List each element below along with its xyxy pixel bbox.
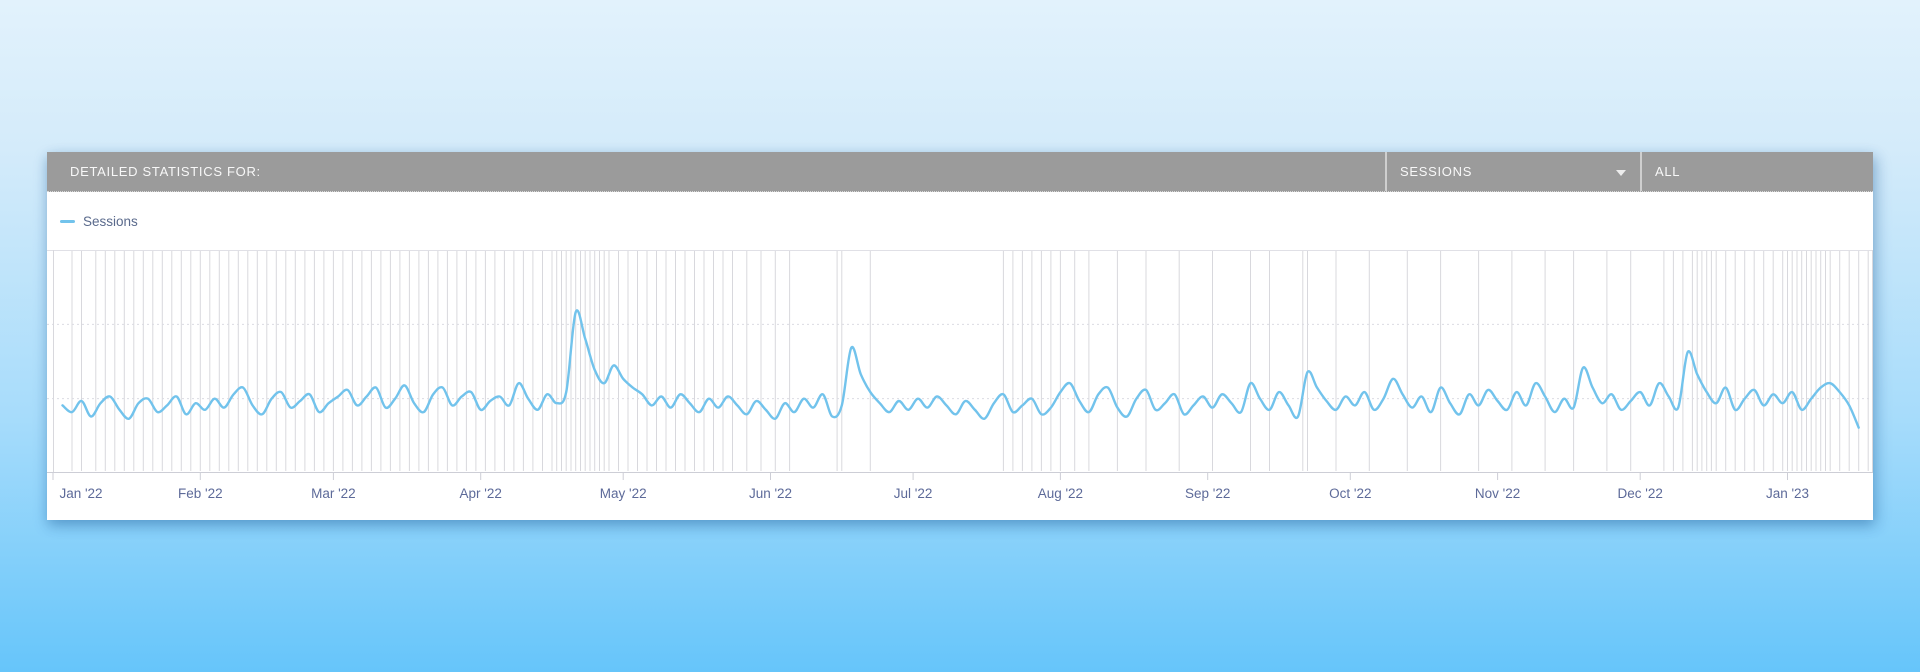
legend-line-icon [60,219,75,223]
detailed-statistics-header: DETAILED STATISTICS FOR: SESSIONS ALL [47,152,1873,192]
x-axis-label: Dec '22 [1618,486,1663,501]
x-axis-label: Nov '22 [1475,486,1520,501]
x-axis-label: Jan '23 [1766,486,1809,501]
chevron-down-icon [1616,170,1626,176]
sessions-series-line[interactable] [61,309,1860,429]
x-axis-label: Jan '22 [59,486,102,501]
x-axis-label: Sep '22 [1185,486,1230,501]
x-axis-label: Mar '22 [311,486,356,501]
x-axis-label: Oct '22 [1329,486,1371,501]
x-axis-label: Jun '22 [749,486,792,501]
x-axis-label: Jul '22 [894,486,933,501]
legend-label: Sessions [83,213,138,229]
statistics-panel: DETAILED STATISTICS FOR: SESSIONS ALL Se… [47,152,1873,520]
range-dropdown[interactable]: ALL [1640,152,1873,191]
x-axis-label: Feb '22 [178,486,223,501]
legend-row: Sessions [47,192,1873,250]
x-axis-label: Aug '22 [1038,486,1083,501]
range-dropdown-value: ALL [1655,164,1681,179]
x-axis-label: Apr '22 [460,486,502,501]
legend-item-sessions[interactable]: Sessions [60,214,138,229]
metric-dropdown[interactable]: SESSIONS [1385,152,1640,191]
metric-dropdown-value: SESSIONS [1400,164,1473,179]
sessions-line-chart[interactable]: Jan '22 Feb '22 Mar '22 Apr '22 May '22 Jun '… [47,250,1873,520]
chart-svg[interactable]: Jan '22 Feb '22 Mar '22 Apr '22 May '22 Jun '… [47,250,1873,520]
header-title: DETAILED STATISTICS FOR: [70,164,261,179]
x-axis-label: May '22 [600,486,647,501]
